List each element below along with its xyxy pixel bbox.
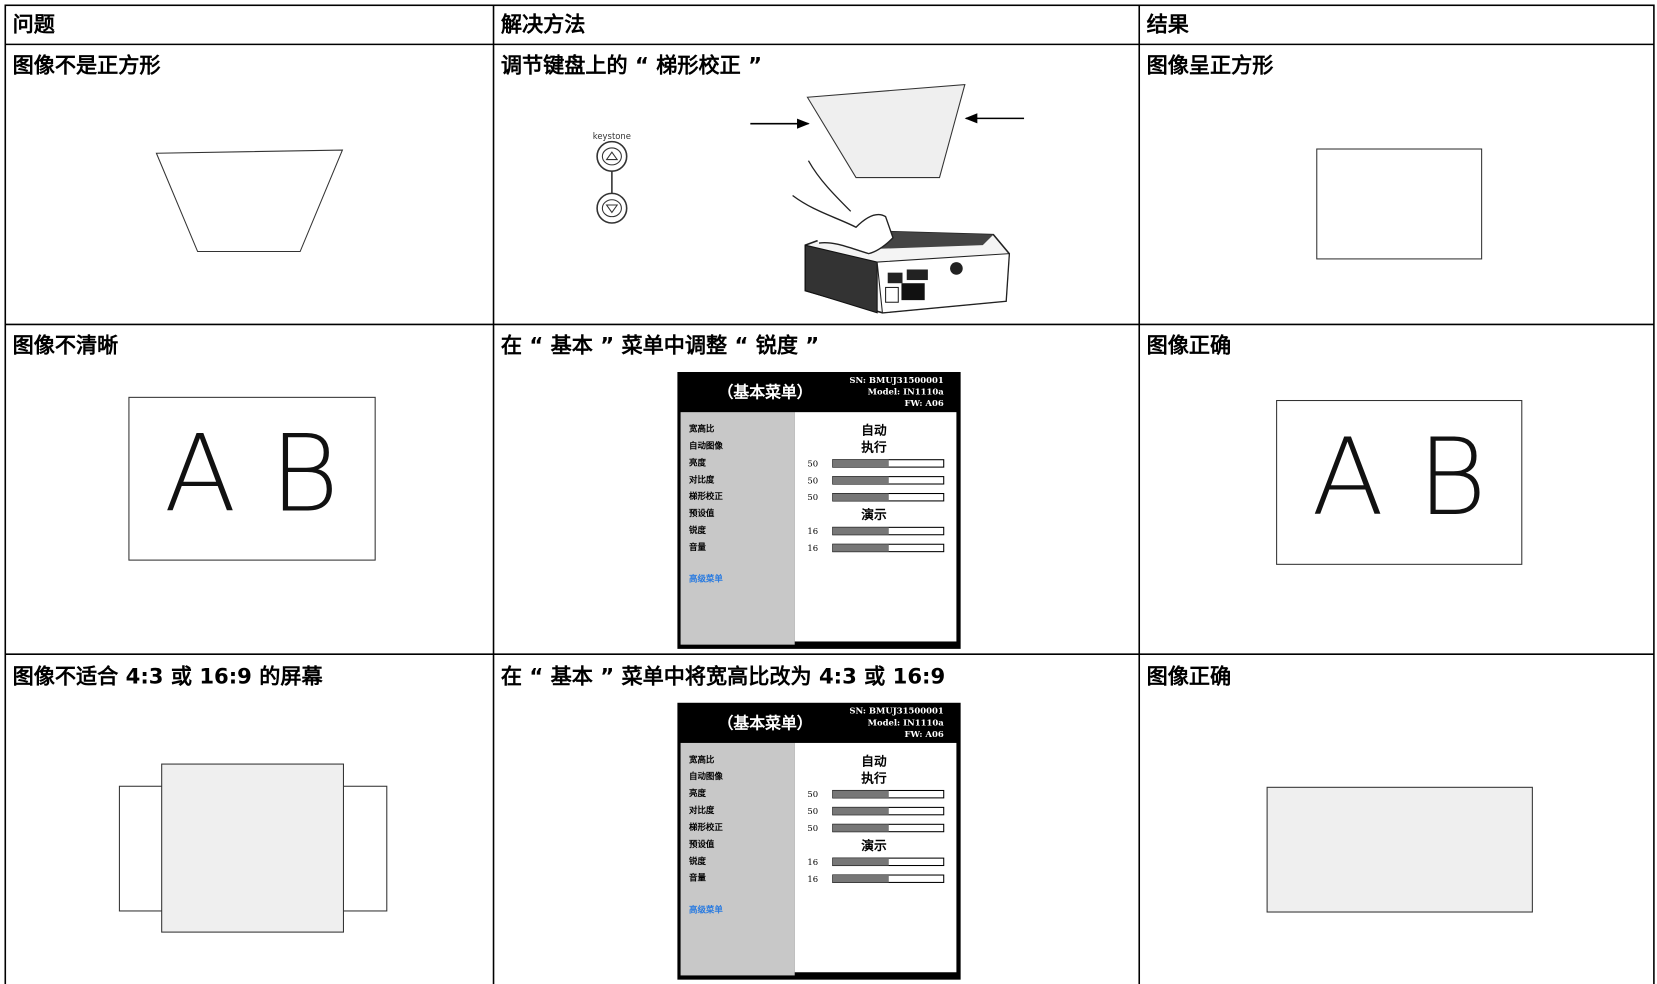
slider-fill — [832, 544, 889, 552]
cell-title: 图像正确 — [1147, 663, 1232, 688]
menu-value: 50 — [807, 789, 818, 799]
slider-fill — [832, 459, 889, 468]
menu-info: Model: IN1110a — [868, 717, 945, 727]
menu-value: 执行 — [861, 440, 887, 455]
blurry-image — [128, 396, 376, 561]
slider-fill — [832, 875, 889, 883]
menu-value: 演示 — [861, 507, 887, 522]
cell-title: 图像不适合 4:3 或 16:9 的屏幕 — [13, 663, 324, 688]
slider-fill — [832, 824, 889, 832]
menu-item: 音量 — [689, 873, 706, 883]
menu-link: 高级菜单 — [689, 574, 723, 584]
slider-fill — [832, 493, 889, 501]
fitted-image — [1266, 786, 1533, 913]
cell-title: 图像正确 — [1147, 333, 1232, 358]
cell-title: 图像不是正方形 — [13, 53, 161, 78]
menu-info: Model: IN1110a — [868, 387, 945, 397]
menu-info: SN: BMUJ31500001 — [849, 375, 943, 385]
cell-title: 图像呈正方形 — [1147, 53, 1274, 78]
keystoned-image — [155, 149, 344, 253]
menu-link: 高级菜单 — [689, 904, 723, 914]
square-image — [1316, 148, 1483, 260]
menu-left-panel — [680, 742, 795, 976]
menu-value: 16 — [807, 526, 818, 536]
hand-outline — [807, 160, 852, 212]
menu-info: FW: A06 — [904, 398, 943, 408]
header-cell: 问题 — [13, 11, 56, 36]
osd-menu: （基本菜单） SN: BMUJ31500001 Model: IN1110aFW: … — [677, 371, 961, 649]
hand — [792, 194, 894, 255]
sharp-image — [1276, 399, 1523, 565]
menu-item: 梯形校正 — [689, 491, 723, 501]
menu-title: （基本菜单） — [718, 713, 813, 732]
slider-fill — [832, 790, 889, 798]
mismatched-image — [161, 763, 344, 933]
menu-item: 宽高比 — [688, 424, 715, 434]
menu-value: 自动 — [861, 753, 887, 768]
menu-info: FW: A06 — [904, 729, 943, 739]
menu-item: 自动图像 — [689, 440, 723, 450]
menu-item: 预设值 — [689, 508, 715, 518]
menu-item: 对比度 — [689, 474, 715, 484]
menu-item: 宽高比 — [688, 754, 715, 764]
menu-item: 自动图像 — [689, 771, 723, 781]
menu-item: 亮度 — [689, 788, 706, 798]
slider-fill — [832, 807, 889, 815]
menu-item: 锐度 — [689, 856, 706, 866]
slider-fill — [832, 527, 889, 535]
menu-value: 50 — [807, 458, 818, 468]
menu-value: 50 — [807, 823, 818, 833]
menu-left-panel — [680, 412, 795, 645]
cell-title: 在 “ 基本 ” 菜单中将宽高比改为 4:3 或 16:9 — [501, 663, 945, 688]
menu-value: 16 — [807, 857, 818, 867]
menu-value: 50 — [807, 492, 818, 502]
menu-item: 梯形校正 — [689, 822, 723, 832]
keypad — [596, 140, 628, 224]
menu-value: 50 — [807, 475, 818, 485]
menu-item: 音量 — [689, 542, 706, 552]
projected-image — [806, 83, 966, 179]
cell-title: 调节键盘上的 “ 梯形校正 ” — [501, 53, 762, 78]
cell-title: 图像不清晰 — [13, 333, 119, 358]
menu-item: 亮度 — [689, 457, 706, 467]
sample-text: A B — [164, 413, 339, 536]
menu-value: 50 — [807, 806, 818, 816]
menu-value: 16 — [807, 543, 818, 553]
keypad-label: keystone — [593, 131, 631, 141]
sample-text: A B — [1312, 416, 1487, 539]
menu-value: 执行 — [861, 770, 887, 785]
header-cell: 结果 — [1147, 11, 1190, 36]
menu-item: 锐度 — [689, 525, 706, 535]
cell-title: 在 “ 基本 ” 菜单中调整 “ 锐度 ” — [501, 333, 819, 358]
menu-value: 自动 — [861, 423, 887, 438]
menu-title: （基本菜单） — [718, 383, 813, 402]
menu-value: 16 — [807, 874, 818, 884]
header-cell: 解决方法 — [501, 11, 586, 36]
menu-item: 对比度 — [689, 805, 715, 815]
menu-item: 预设值 — [689, 839, 715, 849]
table-border — [4, 4, 1655, 984]
menu-value: 演示 — [861, 838, 887, 853]
slider-fill — [832, 476, 889, 485]
slider-fill — [832, 858, 889, 866]
menu-info: SN: BMUJ31500001 — [849, 706, 943, 716]
